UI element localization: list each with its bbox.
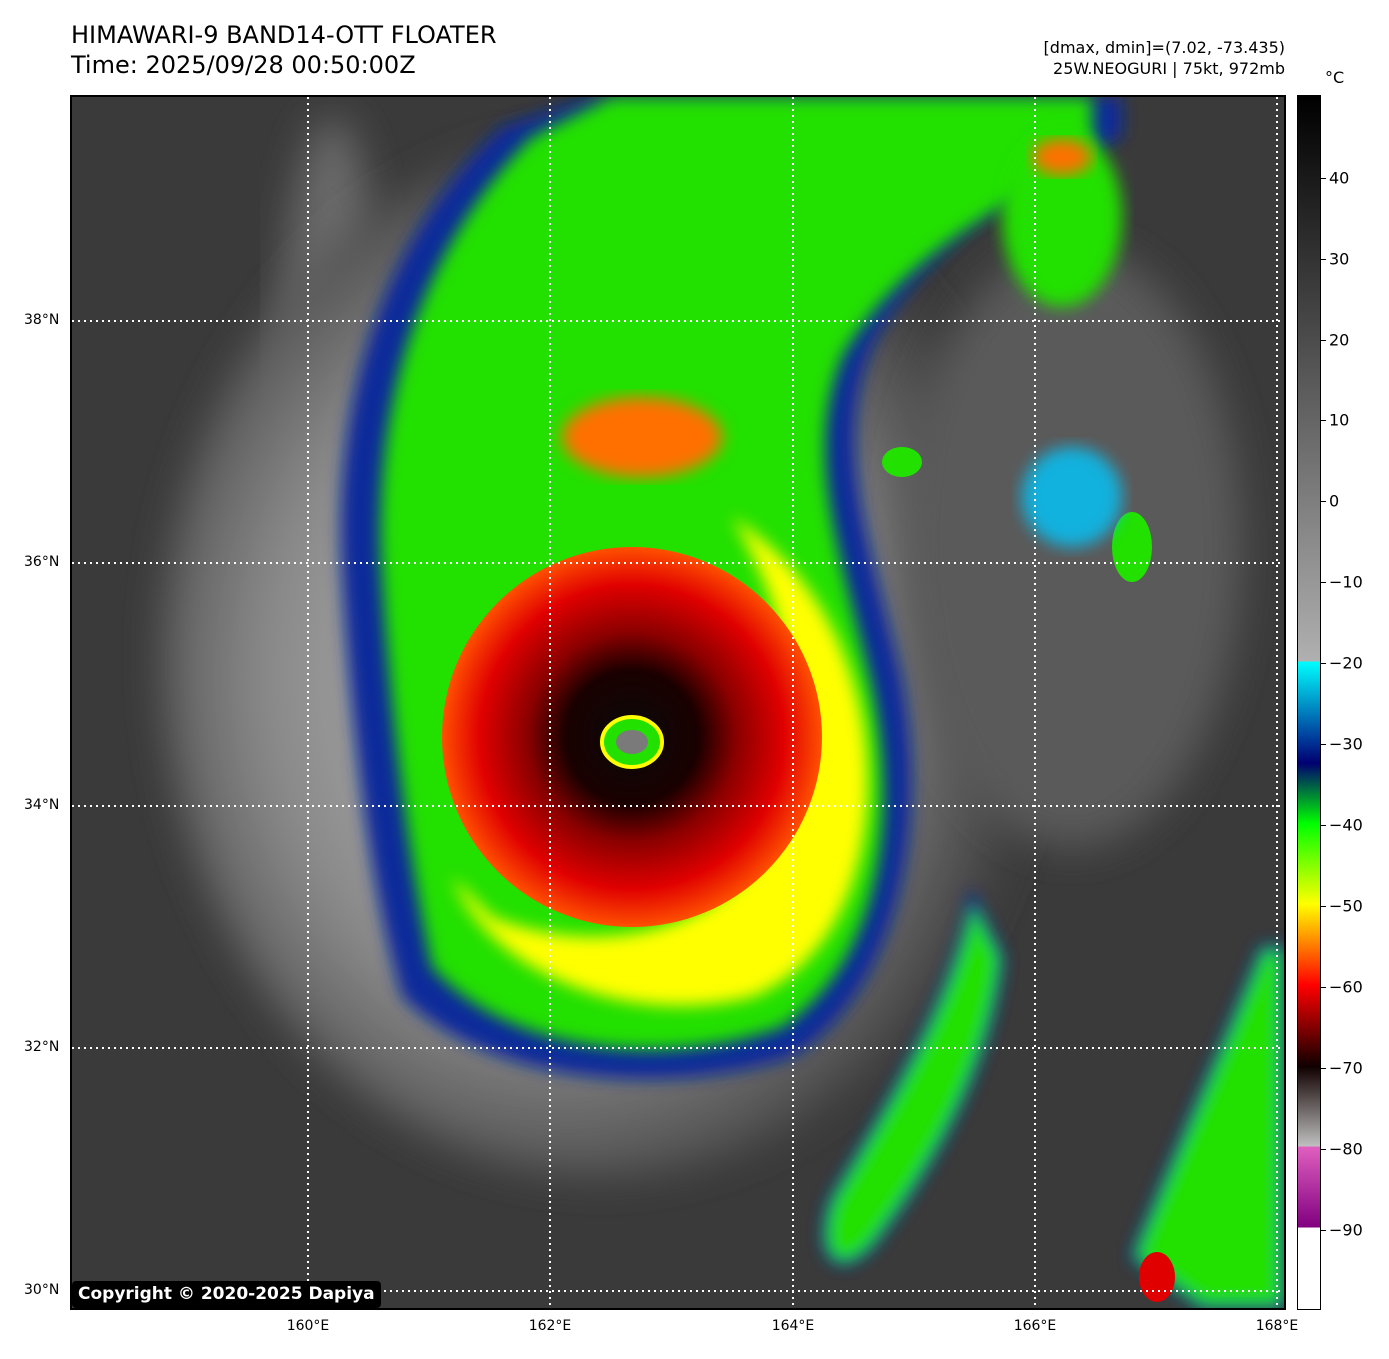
- small-cell-2: [882, 447, 922, 477]
- colorbar-tick-mark: [1321, 420, 1326, 421]
- small-cell: [1112, 512, 1152, 582]
- colorbar-tick-mark: [1321, 501, 1326, 502]
- colorbar-tick-10: 10: [1329, 410, 1350, 430]
- colorbar-gradient: [1298, 96, 1320, 1309]
- colorbar-tick-30: 30: [1329, 249, 1350, 269]
- far-southeast-band: [1128, 944, 1284, 1308]
- lon-label-162e: 162°E: [528, 1318, 572, 1334]
- satellite-map: [70, 95, 1286, 1310]
- lat-label-38n: 38°N: [24, 312, 60, 328]
- satellite-image: [72, 97, 1284, 1308]
- colorbar-tick-minus20: −20: [1329, 653, 1363, 673]
- colorbar-tick-mark: [1321, 178, 1326, 179]
- lon-label-164e: 164°E: [771, 1318, 815, 1334]
- colorbar-tick-minus70: −70: [1329, 1058, 1363, 1078]
- graticule: [72, 97, 1284, 1308]
- southeast-rainband: [821, 887, 1006, 1267]
- colorbar-tick-minus10: −10: [1329, 572, 1363, 592]
- colorbar-tick-mark: [1321, 582, 1326, 583]
- colorbar-tick-minus40: −40: [1329, 815, 1363, 835]
- yellow-swirl: [452, 517, 868, 1006]
- colorbar-tick-mark: [1321, 744, 1326, 745]
- lat-label-36n: 36°N: [24, 554, 60, 570]
- title-line2: Time: 2025/09/28 00:50:00Z: [71, 51, 416, 79]
- eye-center: [616, 730, 648, 754]
- lat-label-34n: 34°N: [24, 797, 60, 813]
- colorbar-tick-mark: [1321, 663, 1326, 664]
- lon-label-160e: 160°E: [286, 1318, 330, 1334]
- colorbar-tick-minus80: −80: [1329, 1139, 1363, 1159]
- colorbar-tick-mark: [1321, 906, 1326, 907]
- colorbar-tick-20: 20: [1329, 330, 1350, 350]
- title-line1: HIMAWARI-9 BAND14-OTT FLOATER: [71, 21, 497, 49]
- colorbar-tick-40: 40: [1329, 168, 1350, 188]
- colorbar-tick-mark: [1321, 340, 1326, 341]
- northeast-warm-cell: [1032, 139, 1092, 175]
- lat-label-30n: 30°N: [24, 1282, 60, 1298]
- colorbar-tick-minus90: −90: [1329, 1220, 1363, 1240]
- colorbar-tick-mark: [1321, 987, 1326, 988]
- info-dmax-dmin: [dmax, dmin]=(7.02, -73.435): [1043, 38, 1285, 57]
- colorbar-tick-mark: [1321, 259, 1326, 260]
- orange-patch: [562, 397, 722, 477]
- cyan-patch: [1022, 447, 1122, 547]
- northeast-cell: [1002, 127, 1122, 307]
- lat-label-32n: 32°N: [24, 1039, 60, 1055]
- colorbar-tick-minus30: −30: [1329, 734, 1363, 754]
- colorbar-tick-mark: [1321, 1068, 1326, 1069]
- southeast-red-cell: [1139, 1252, 1175, 1302]
- copyright-label: Copyright © 2020-2025 Dapiya: [72, 1281, 381, 1308]
- colorbar-tick-0: 0: [1329, 491, 1340, 511]
- lon-label-166e: 166°E: [1013, 1318, 1057, 1334]
- colorbar: [1297, 95, 1321, 1310]
- colorbar-tick-mark: [1321, 1149, 1326, 1150]
- colorbar-unit: °C: [1325, 68, 1345, 87]
- colorbar-tick-minus60: −60: [1329, 977, 1363, 997]
- colorbar-tick-minus50: −50: [1329, 896, 1363, 916]
- colorbar-tick-mark: [1321, 825, 1326, 826]
- lon-label-168e: 168°E: [1255, 1318, 1299, 1334]
- colorbar-tick-mark: [1321, 1230, 1326, 1231]
- info-storm: 25W.NEOGURI | 75kt, 972mb: [1053, 59, 1285, 78]
